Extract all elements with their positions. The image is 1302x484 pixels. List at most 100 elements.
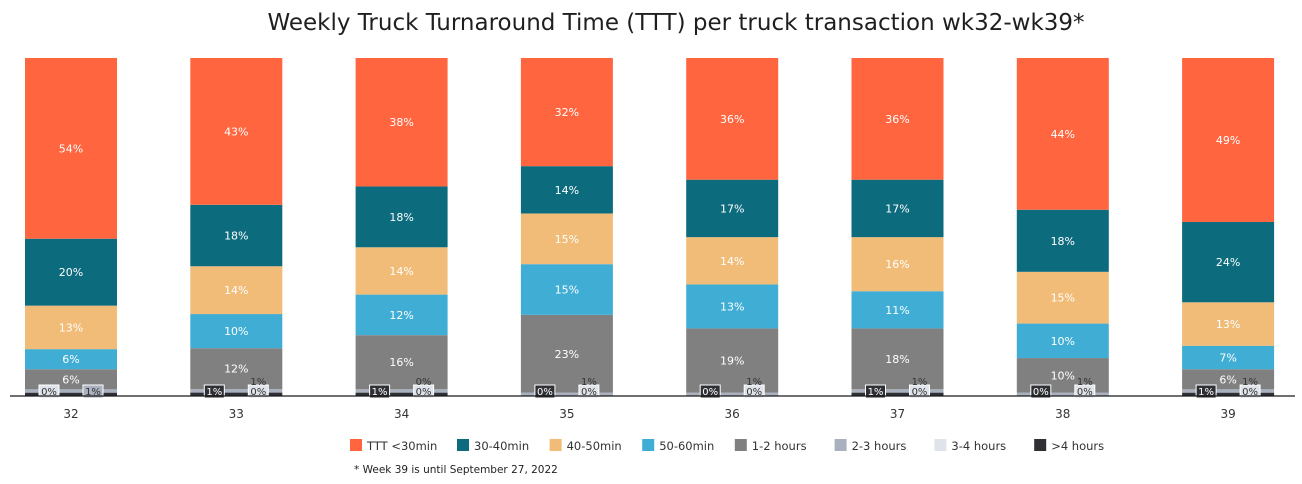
data-label: 38% — [389, 116, 413, 129]
legend-swatch — [350, 439, 362, 451]
data-label: 0% — [702, 387, 718, 398]
legend-label: TTT <30min — [366, 439, 437, 453]
data-label: 18% — [885, 353, 909, 366]
data-label: 1% — [912, 377, 928, 388]
bar-segment-wk36-ttt-30min — [686, 58, 779, 180]
data-label-box — [699, 384, 721, 399]
bar-segment-wk36-40-50min — [686, 237, 779, 285]
data-label: 16% — [389, 356, 413, 369]
data-label: 0% — [746, 387, 762, 398]
data-label: 32% — [555, 106, 579, 119]
data-label: 1% — [1198, 387, 1214, 398]
data-label-box — [865, 384, 886, 399]
bar-segment-wk36-2-3-hours — [686, 392, 779, 396]
bar-segment-wk38-2-3-hours — [1016, 392, 1109, 396]
data-label: 0% — [1033, 387, 1049, 398]
data-label: 18% — [1051, 235, 1075, 248]
legend-label: 2-3 hours — [852, 439, 907, 453]
x-tick-label: 34 — [394, 407, 409, 421]
bar-segment-wk32-40-50min — [25, 305, 117, 350]
data-label: 49% — [1216, 134, 1240, 147]
data-label: 1% — [746, 377, 762, 388]
bar-segment-wk35-ttt-30min — [520, 58, 613, 167]
data-label: 13% — [59, 321, 83, 334]
bar-segment-wk35-1-2-hours — [520, 314, 613, 393]
data-label-box — [1195, 384, 1217, 399]
x-tick-label: 37 — [890, 407, 905, 421]
data-label: 0% — [250, 387, 266, 398]
bar-segment-wk39--4-hours — [1182, 392, 1275, 396]
data-label: 6% — [62, 353, 79, 366]
bar-segment-wk37-30-40min — [851, 179, 944, 238]
bar-segment-wk36-50-60min — [686, 284, 779, 329]
data-label-box — [413, 384, 435, 399]
data-label-box — [1074, 384, 1096, 399]
bar-segment-wk34-50-60min — [355, 294, 448, 336]
bar-segment-wk33-30-40min — [190, 204, 283, 267]
bar-segment-wk32-30-40min — [25, 238, 117, 306]
bar-segment-wk37-ttt-30min — [851, 58, 944, 180]
data-label-box — [369, 384, 391, 399]
legend-label: 30-40min — [474, 439, 529, 453]
x-tick-label: 36 — [725, 407, 740, 421]
bar-segment-wk38-30-40min — [1016, 209, 1109, 272]
data-label: 10% — [224, 325, 248, 338]
data-label-box — [534, 384, 556, 399]
data-label: 0% — [581, 387, 597, 398]
bar-segment-wk32-50-60min — [25, 349, 117, 370]
data-label: 18% — [224, 230, 248, 243]
chart-title: Weekly Truck Turnaround Time (TTT) per t… — [267, 10, 1085, 36]
data-label: 14% — [389, 265, 413, 278]
x-tick-label: 39 — [1220, 407, 1235, 421]
x-tick-label: 33 — [229, 407, 244, 421]
data-label: 36% — [720, 113, 744, 126]
data-label: 14% — [720, 255, 744, 268]
bar-segment-wk33-50-60min — [190, 314, 283, 349]
bar-segment-wk34-1-2-hours — [355, 335, 448, 390]
x-tick-label: 32 — [63, 407, 78, 421]
bar-segment-wk38-40-50min — [1016, 271, 1109, 324]
bar-segment-wk32-1-2-hours — [25, 369, 117, 390]
data-label: 1% — [85, 387, 101, 398]
bar-segment-wk39-50-60min — [1182, 345, 1275, 370]
data-label: 1% — [372, 387, 388, 398]
data-label: 1% — [250, 377, 266, 388]
legend-label: 1-2 hours — [752, 439, 807, 453]
bar-segment-wk33--4-hours — [190, 392, 283, 396]
bar-segment-wk35-30-40min — [520, 166, 613, 214]
bar-segment-wk36-1-2-hours — [686, 328, 779, 393]
data-label: 14% — [224, 284, 248, 297]
data-label: 54% — [59, 142, 83, 155]
legend-swatch — [1034, 439, 1047, 451]
data-label: 0% — [912, 387, 928, 398]
legend-swatch — [934, 439, 947, 451]
bar-segment-wk39-30-40min — [1182, 221, 1275, 303]
data-label: 44% — [1051, 128, 1075, 141]
bar-segment-wk37-1-2-hours — [851, 328, 944, 390]
legend-label: 3-4 hours — [951, 439, 1006, 453]
data-label: 6% — [1219, 373, 1236, 386]
data-label: 36% — [885, 113, 909, 126]
data-label: 1% — [581, 377, 597, 388]
legend-swatch — [834, 439, 847, 451]
data-label-box — [247, 384, 269, 399]
data-label: 16% — [885, 258, 909, 271]
bar-segment-wk38-ttt-30min — [1016, 58, 1109, 210]
bar-segment-wk33-1-2-hours — [190, 348, 283, 390]
x-tick-label: 35 — [559, 407, 574, 421]
data-label-box — [909, 384, 930, 399]
data-label: 19% — [720, 355, 744, 368]
footnote: * Week 39 is until September 27, 2022 — [354, 464, 558, 476]
bar-segment-wk34-ttt-30min — [355, 58, 448, 187]
bar-segment-wk33-ttt-30min — [190, 58, 283, 205]
data-label: 0% — [1077, 387, 1093, 398]
bar-segment-wk32-2-3-hours — [25, 389, 117, 393]
bar-segment-wk37-40-50min — [851, 237, 944, 292]
data-label: 17% — [885, 202, 909, 215]
legend-label: 40-50min — [567, 439, 622, 453]
bar-segment-wk34-40-50min — [355, 247, 448, 295]
bar-segment-wk35-50-60min — [520, 264, 613, 315]
data-label-box — [38, 384, 60, 399]
